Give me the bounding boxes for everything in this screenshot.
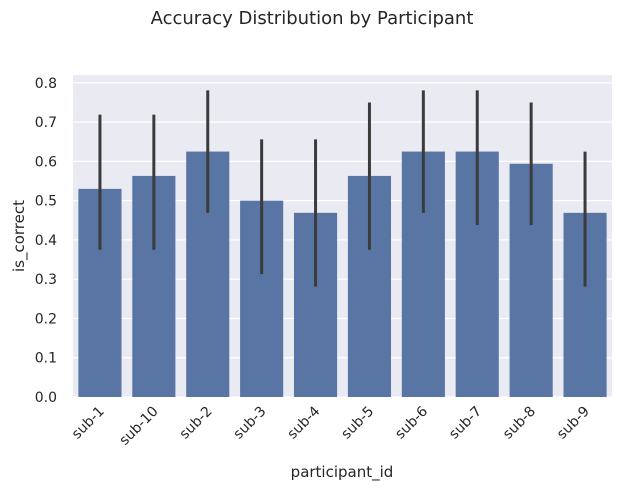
x-tick-label: sub-3 <box>231 404 270 443</box>
x-tick-label: sub-5 <box>338 404 377 443</box>
x-axis-label: participant_id <box>291 463 394 482</box>
chart-title: Accuracy Distribution by Participant <box>151 8 474 29</box>
y-tick-label: 0.8 <box>35 76 57 92</box>
y-tick-label: 0.5 <box>35 194 57 210</box>
x-tick-label: sub-8 <box>500 404 539 443</box>
y-tick-label: 0.1 <box>35 351 57 367</box>
x-tick-label: sub-10 <box>116 404 161 449</box>
x-tick-label: sub-1 <box>69 404 108 443</box>
x-axis-ticks: sub-1 sub-10 sub-2 sub-3 sub-4 sub-5 sub-6 sub-… <box>69 403 593 448</box>
x-tick-label: sub-4 <box>284 403 323 442</box>
y-tick-label: 0.4 <box>35 233 57 249</box>
y-tick-label: 0.2 <box>35 311 57 327</box>
y-tick-label: 0.3 <box>35 272 57 288</box>
y-tick-label: 0.7 <box>35 115 57 131</box>
x-tick-label: sub-9 <box>554 404 593 443</box>
x-tick-label: sub-6 <box>392 403 431 442</box>
x-tick-label: sub-7 <box>446 404 485 443</box>
x-tick-label: sub-2 <box>177 404 216 443</box>
y-axis-label: is_correct <box>10 200 29 272</box>
y-axis-ticks: 0.0 0.1 0.2 0.3 0.4 0.5 0.6 0.7 0.8 <box>35 76 57 406</box>
y-tick-label: 0.6 <box>35 154 57 170</box>
y-tick-label: 0.0 <box>35 390 57 406</box>
